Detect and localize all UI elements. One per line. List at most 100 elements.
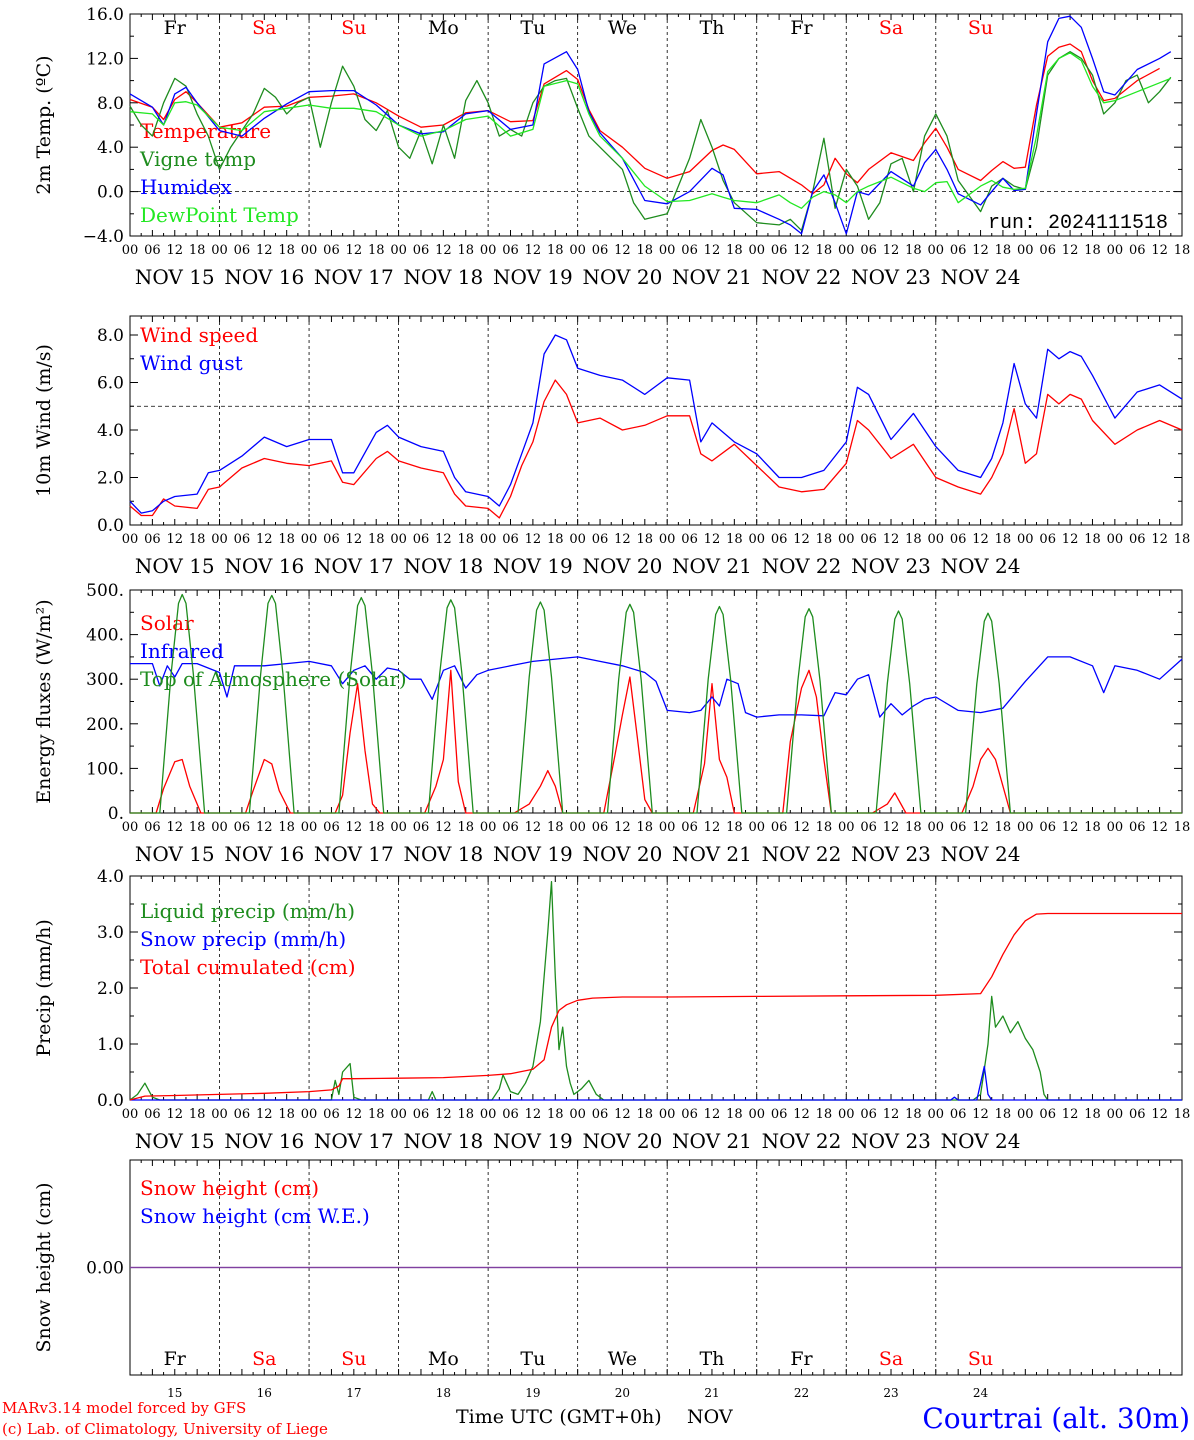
y-tick-label: 0.00 bbox=[86, 1259, 124, 1279]
hour-tick-label: 00 bbox=[569, 820, 586, 835]
hour-tick-label: 12 bbox=[256, 532, 273, 547]
hour-tick-label: 18 bbox=[368, 532, 385, 547]
day-number-label: 19 bbox=[525, 1386, 540, 1400]
legend-entry: Total cumulated (cm) bbox=[140, 955, 356, 979]
date-label: NOV 24 bbox=[941, 265, 1021, 289]
legend-entry: Liquid precip (mm/h) bbox=[140, 899, 355, 923]
y-tick-label: 500. bbox=[86, 581, 124, 601]
hour-tick-label: 00 bbox=[301, 243, 318, 258]
series-line-humidex bbox=[129, 15, 1172, 235]
hour-tick-label: 18 bbox=[726, 1107, 743, 1122]
hour-tick-label: 06 bbox=[950, 243, 967, 258]
hour-tick-label: 12 bbox=[704, 243, 721, 258]
hour-tick-label: 06 bbox=[771, 820, 788, 835]
hour-tick-label: 18 bbox=[816, 243, 833, 258]
hour-tick-label: 06 bbox=[323, 532, 340, 547]
hour-tick-label: 00 bbox=[301, 820, 318, 835]
hour-tick-label: 00 bbox=[1017, 532, 1034, 547]
hour-tick-label: 06 bbox=[144, 1107, 161, 1122]
date-label: NOV 21 bbox=[672, 265, 752, 289]
hour-tick-label: 00 bbox=[659, 532, 676, 547]
date-label: NOV 18 bbox=[403, 1129, 483, 1153]
hour-tick-label: 18 bbox=[1084, 1107, 1101, 1122]
hour-tick-label: 18 bbox=[1084, 820, 1101, 835]
hour-tick-label: 00 bbox=[748, 820, 765, 835]
hour-tick-label: 18 bbox=[995, 820, 1012, 835]
station-label: Courtrai (alt. 30m) bbox=[922, 1402, 1190, 1435]
day-of-week-label: Fr bbox=[164, 17, 187, 39]
hour-tick-label: 12 bbox=[435, 243, 452, 258]
hour-tick-label: 12 bbox=[1151, 1107, 1168, 1122]
hour-tick-label: 18 bbox=[637, 532, 654, 547]
hour-tick-label: 18 bbox=[995, 532, 1012, 547]
hour-tick-label: 00 bbox=[1017, 1107, 1034, 1122]
series-line-wind-speed bbox=[129, 379, 1183, 519]
hour-tick-label: 06 bbox=[234, 243, 251, 258]
hour-tick-label: 00 bbox=[1107, 532, 1124, 547]
series-line-temperature bbox=[129, 43, 1160, 195]
y-tick-label: 1.0 bbox=[97, 1035, 124, 1055]
y-axis-label: 10m Wind (m/s) bbox=[33, 344, 55, 497]
credit-label: (c) Lab. of Climatology, University of L… bbox=[2, 1420, 328, 1438]
series-line-dewpoint-temp bbox=[129, 52, 1172, 209]
hour-tick-label: 00 bbox=[659, 1107, 676, 1122]
hour-tick-label: 12 bbox=[256, 1107, 273, 1122]
date-label: NOV 22 bbox=[762, 265, 842, 289]
hour-tick-label: 12 bbox=[614, 1107, 631, 1122]
hour-tick-label: 18 bbox=[1174, 820, 1191, 835]
hour-tick-label: 00 bbox=[928, 820, 945, 835]
hour-tick-label: 18 bbox=[995, 1107, 1012, 1122]
day-number-label: 22 bbox=[794, 1386, 809, 1400]
day-number-label: 16 bbox=[257, 1386, 272, 1400]
hour-tick-label: 06 bbox=[323, 243, 340, 258]
hour-tick-label: 00 bbox=[390, 243, 407, 258]
date-label: NOV 23 bbox=[851, 265, 931, 289]
hour-tick-label: 06 bbox=[144, 243, 161, 258]
day-of-week-label: Sa bbox=[879, 17, 903, 39]
date-label: NOV 19 bbox=[493, 1129, 573, 1153]
hour-tick-label: 18 bbox=[995, 243, 1012, 258]
hour-tick-label: 12 bbox=[883, 532, 900, 547]
date-label: NOV 24 bbox=[941, 1129, 1021, 1153]
hour-tick-label: 00 bbox=[1017, 820, 1034, 835]
hour-tick-label: 18 bbox=[547, 243, 564, 258]
day-of-week-label: We bbox=[608, 17, 637, 39]
legend-entry: Wind speed bbox=[140, 323, 258, 347]
day-of-week-label: Th bbox=[699, 1348, 724, 1370]
series-line-top-of-atmosphere-solar- bbox=[130, 593, 1182, 814]
hour-tick-label: 18 bbox=[547, 1107, 564, 1122]
hour-tick-label: 06 bbox=[413, 1107, 430, 1122]
panel-flux: 0. 100. 200. 300. 400. 500. Energy fluxes (W/m… bbox=[33, 581, 1190, 866]
day-of-week-label: Fr bbox=[164, 1348, 187, 1370]
hour-tick-label: 18 bbox=[726, 243, 743, 258]
day-of-week-label: Su bbox=[341, 17, 366, 39]
date-label: NOV 24 bbox=[941, 842, 1021, 866]
hour-tick-label: 00 bbox=[1107, 243, 1124, 258]
day-of-week-label: Su bbox=[968, 1348, 993, 1370]
date-label: NOV 18 bbox=[403, 842, 483, 866]
hour-tick-label: 12 bbox=[972, 820, 989, 835]
hour-tick-label: 06 bbox=[771, 532, 788, 547]
hour-tick-label: 06 bbox=[413, 532, 430, 547]
date-label: NOV 20 bbox=[583, 554, 663, 578]
hour-tick-label: 06 bbox=[860, 243, 877, 258]
hour-tick-label: 12 bbox=[883, 820, 900, 835]
series-line-total-cumulated-cm- bbox=[129, 912, 1182, 1101]
y-tick-label: 2.0 bbox=[97, 469, 124, 489]
hour-tick-label: 12 bbox=[614, 243, 631, 258]
hour-tick-label: 06 bbox=[1039, 243, 1056, 258]
hour-tick-label: 12 bbox=[435, 532, 452, 547]
hour-tick-label: 12 bbox=[793, 532, 810, 547]
y-tick-label: 0.0 bbox=[97, 516, 124, 536]
panel-precip: 0.0 1.0 2.0 3.0 4.0 Precip (mm/h) Liquid preci… bbox=[33, 867, 1190, 1153]
hour-tick-label: 18 bbox=[726, 820, 743, 835]
day-of-week-label: Su bbox=[968, 17, 993, 39]
model-label: MARv3.14 model forced by GFS bbox=[2, 1399, 246, 1417]
date-label: NOV 22 bbox=[762, 1129, 842, 1153]
date-label: NOV 16 bbox=[224, 842, 304, 866]
hour-tick-label: 12 bbox=[883, 243, 900, 258]
hour-tick-label: 18 bbox=[457, 1107, 474, 1122]
date-label: NOV 19 bbox=[493, 842, 573, 866]
y-tick-label: 3.0 bbox=[97, 923, 124, 943]
hour-tick-label: 18 bbox=[547, 532, 564, 547]
